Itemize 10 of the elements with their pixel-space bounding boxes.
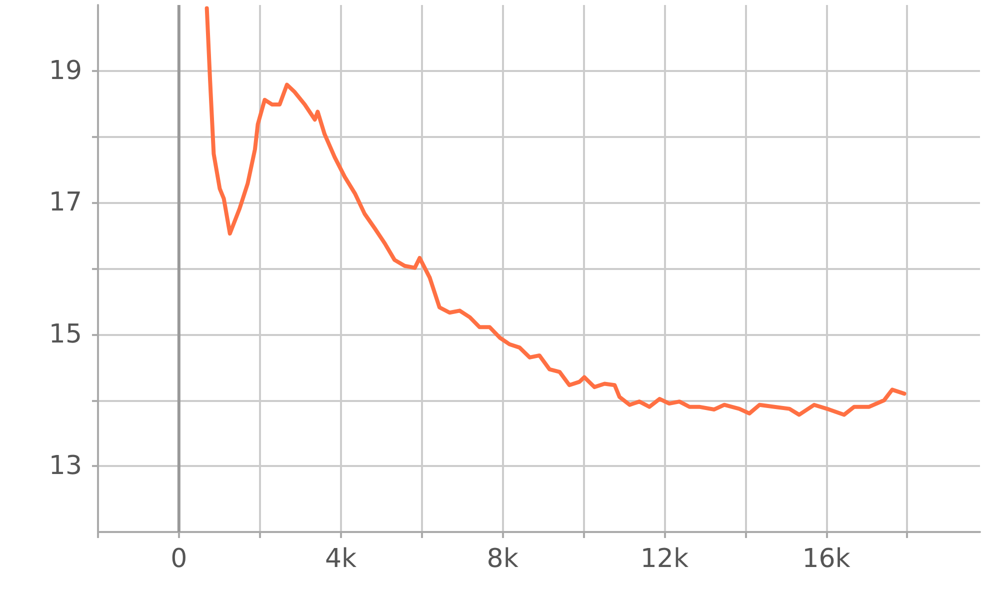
x-tick-label: 12k (640, 544, 688, 574)
x-tick-label: 4k (324, 544, 357, 574)
y-tick-label: 17 (48, 188, 82, 218)
x-tick-label: 0 (170, 544, 188, 574)
x-tick-label: 16k (802, 544, 850, 574)
line-series (204, 6, 906, 417)
y-tick-label: 19 (48, 56, 82, 86)
y-tick-label: 15 (48, 319, 82, 350)
y-tick-label: 13 (48, 451, 82, 482)
x-tick-label: 8k (486, 544, 518, 574)
